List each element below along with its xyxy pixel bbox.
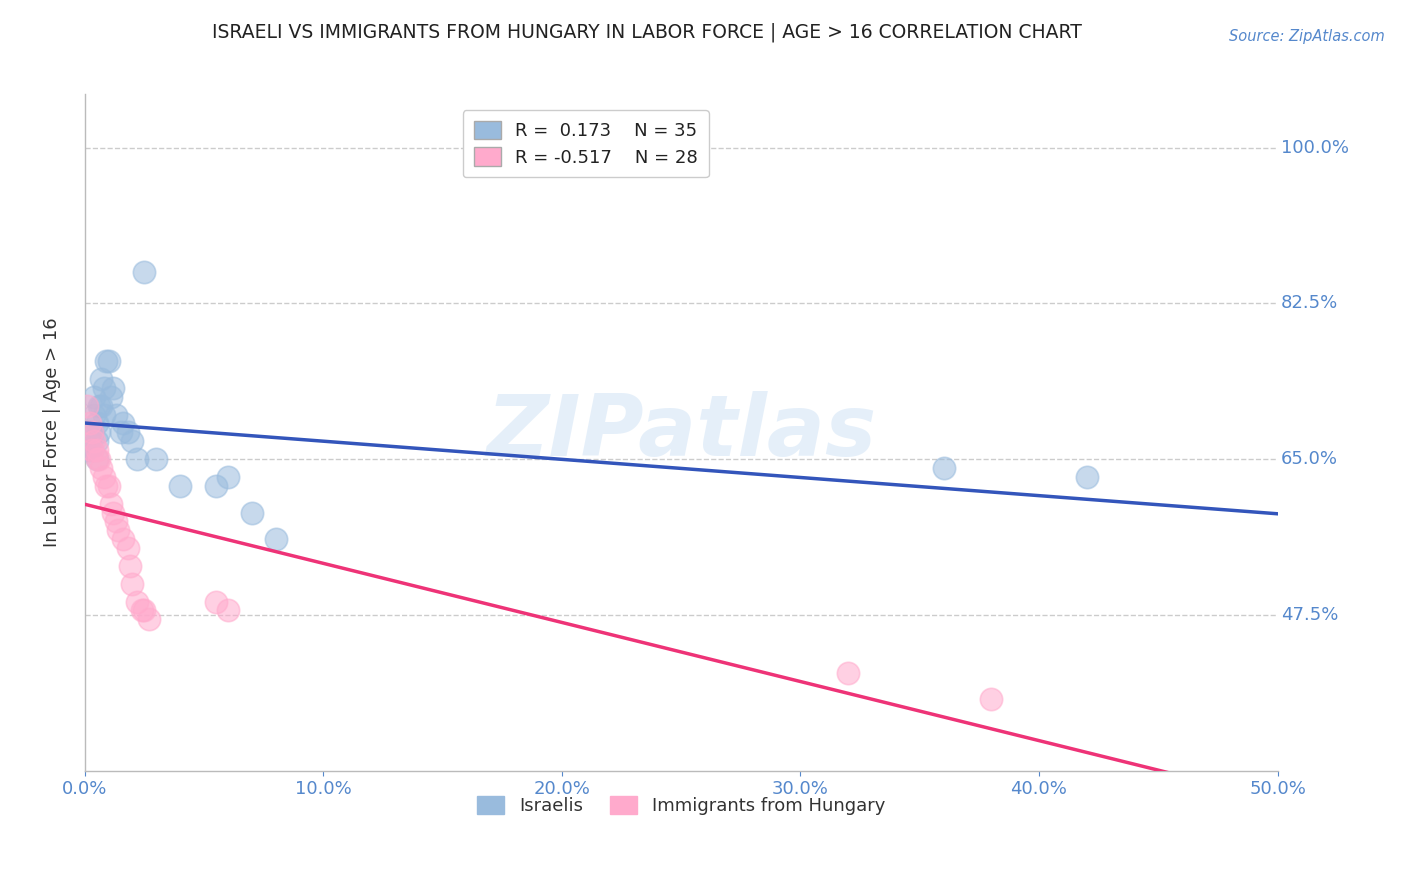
Point (87, 452, 110, 467)
Text: ZIPatlas: ZIPatlas (486, 391, 876, 474)
Point (217, 603, 239, 617)
Text: 82.5%: 82.5% (1281, 294, 1339, 312)
Point (103, 506, 125, 520)
Point (134, 603, 156, 617)
Point (932, 461, 955, 475)
Point (169, 479, 191, 493)
Point (117, 425, 139, 440)
Point (97, 479, 120, 493)
Point (138, 612, 160, 626)
Point (104, 408, 127, 422)
Point (111, 417, 134, 431)
Point (79, 425, 101, 440)
Point (97, 354, 120, 368)
Point (96, 479, 118, 493)
Point (1076, 470, 1098, 484)
Point (131, 603, 153, 617)
Point (205, 479, 228, 493)
Point (205, 594, 228, 608)
Point (217, 470, 239, 484)
Point (127, 594, 149, 608)
Point (121, 576, 143, 591)
Text: Source: ZipAtlas.com: Source: ZipAtlas.com (1229, 29, 1385, 44)
Point (100, 497, 122, 511)
Point (104, 515, 127, 529)
Point (80, 425, 103, 440)
Point (80, 443, 103, 458)
Point (121, 434, 143, 449)
Point (90, 399, 112, 413)
Point (93, 408, 115, 422)
Text: 65.0%: 65.0% (1281, 450, 1339, 468)
Point (90, 461, 112, 475)
Point (134, 265, 156, 279)
Point (93, 470, 115, 484)
Point (110, 425, 132, 440)
Point (90, 372, 112, 386)
Text: 47.5%: 47.5% (1281, 606, 1339, 624)
Point (80, 425, 103, 440)
Point (100, 390, 122, 404)
Y-axis label: In Labor Force | Age > 16: In Labor Force | Age > 16 (44, 318, 60, 547)
Point (264, 533, 287, 547)
Point (240, 506, 263, 520)
Point (86, 452, 108, 467)
Point (117, 541, 139, 555)
Point (111, 533, 134, 547)
Point (79, 417, 101, 431)
Point (86, 443, 108, 458)
Point (83, 434, 105, 449)
Point (837, 665, 859, 680)
Point (83, 390, 105, 404)
Point (86, 417, 108, 431)
Point (127, 452, 149, 467)
Point (76, 399, 98, 413)
Point (107, 524, 129, 538)
Point (87, 425, 110, 440)
Text: ISRAELI VS IMMIGRANTS FROM HUNGARY IN LABOR FORCE | AGE > 16 CORRELATION CHART: ISRAELI VS IMMIGRANTS FROM HUNGARY IN LA… (212, 22, 1081, 42)
Point (87, 399, 110, 413)
Point (96, 354, 118, 368)
Point (80, 443, 103, 458)
Point (103, 381, 125, 395)
Point (86, 452, 108, 467)
Point (120, 558, 142, 573)
Point (76, 443, 98, 458)
Point (93, 381, 115, 395)
Point (145, 452, 167, 467)
Text: 100.0%: 100.0% (1281, 138, 1350, 156)
Point (86, 434, 108, 449)
Point (83, 408, 105, 422)
Point (79, 434, 101, 449)
Point (980, 692, 1002, 706)
Legend: Israelis, Immigrants from Hungary: Israelis, Immigrants from Hungary (470, 789, 893, 822)
